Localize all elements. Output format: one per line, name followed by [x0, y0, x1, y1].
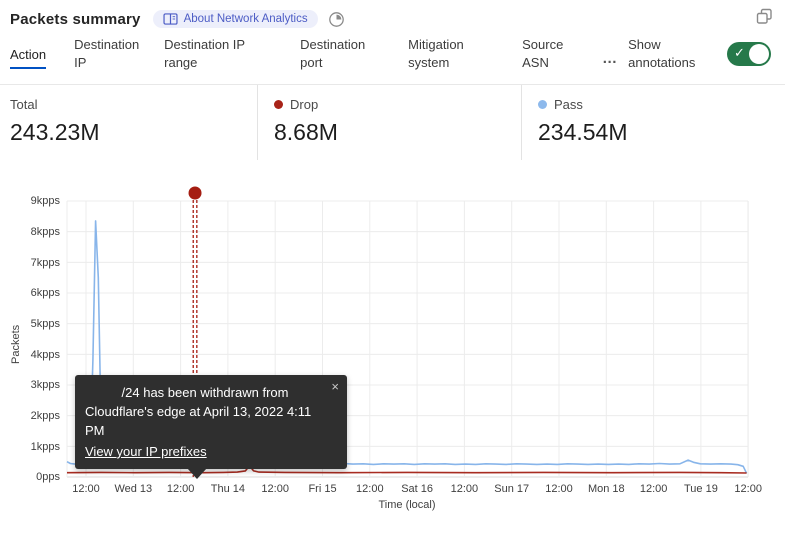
- drop-legend-dot: [274, 100, 283, 110]
- y-tick-label: 6kpps: [30, 287, 60, 300]
- expand-window-icon[interactable]: [756, 8, 773, 30]
- x-tick-label: Wed 13: [114, 483, 153, 496]
- x-tick-label: 12:00: [545, 483, 573, 496]
- time-range-icon[interactable]: [328, 11, 345, 28]
- x-tick-label: Thu 14: [210, 483, 246, 496]
- stats-row: Total 243.23M Drop 8.68M Pass 234.54M: [0, 84, 785, 161]
- header: Packets summary About Network Analytics: [0, 0, 785, 30]
- stat-total-label: Total: [10, 97, 38, 113]
- annotation-tooltip: × /24 has been withdrawn from Cloudflare…: [75, 375, 347, 479]
- check-icon: ✓: [734, 45, 745, 60]
- x-tick-label: Sat 16: [401, 483, 433, 496]
- stat-pass-label: Pass: [538, 97, 785, 112]
- x-tick-label: 12:00: [356, 483, 384, 496]
- x-tick-label: 12:00: [72, 483, 100, 496]
- y-tick-label: 5kpps: [30, 318, 60, 331]
- stat-total-value: 243.23M: [10, 119, 100, 146]
- pass-legend-dot: [538, 100, 547, 110]
- x-axis-title: Time (local): [378, 499, 436, 512]
- tooltip-line1: /24 has been withdrawn from: [121, 385, 289, 401]
- stat-pass-value: 234.54M: [538, 119, 628, 146]
- chart: Packets Time (local) × /24 has been with…: [0, 172, 785, 527]
- show-annotations-label: Show annotations: [628, 37, 696, 71]
- x-tick-label: 12:00: [450, 483, 479, 496]
- x-tick-label: 12:00: [166, 483, 195, 496]
- x-tick-label: 12:00: [261, 483, 289, 496]
- toggle-knob: [749, 44, 769, 64]
- about-network-analytics-badge[interactable]: About Network Analytics: [152, 10, 318, 28]
- y-tick-label: 3kpps: [30, 379, 60, 392]
- y-tick-label: 4kpps: [30, 348, 60, 361]
- tooltip-arrow: [187, 467, 207, 479]
- show-annotations-toggle[interactable]: ✓: [727, 42, 771, 66]
- stat-drop: Drop 8.68M: [257, 85, 521, 161]
- y-tick-label: 2kpps: [30, 410, 60, 423]
- y-axis-title: Packets: [10, 325, 22, 365]
- close-icon[interactable]: ×: [331, 379, 339, 395]
- tab-source-asn[interactable]: Source ASN: [522, 37, 564, 71]
- page-title: Packets summary: [10, 10, 141, 28]
- x-tick-label: Mon 18: [587, 483, 625, 496]
- y-tick-label: 9kpps: [30, 195, 60, 208]
- stat-drop-label: Drop: [274, 97, 521, 112]
- tab-destination-ip[interactable]: Destination IP: [74, 37, 140, 71]
- tab-destination-ip-range[interactable]: Destination IP range: [164, 37, 245, 71]
- badge-label: About Network Analytics: [183, 13, 308, 25]
- chart-svg: [66, 186, 749, 478]
- x-tick-label: 12:00: [639, 483, 668, 496]
- view-ip-prefixes-link[interactable]: View your IP prefixes: [85, 443, 207, 459]
- stat-total: Total 243.23M: [0, 85, 257, 160]
- series-line-drop: [66, 465, 747, 475]
- tab-destination-port[interactable]: Destination port: [300, 37, 366, 71]
- y-tick-label: 8kpps: [30, 226, 60, 239]
- stat-drop-value: 8.68M: [274, 119, 338, 146]
- tooltip-line2: Cloudflare's edge at April 13, 2022 4:11…: [85, 404, 312, 439]
- book-icon: [163, 13, 178, 25]
- tab-mitigation-system[interactable]: Mitigation system: [408, 37, 464, 71]
- tab-action[interactable]: Action: [10, 46, 47, 70]
- x-tick-label: Tue 19: [683, 483, 718, 496]
- x-tick-label: Sun 17: [494, 483, 530, 496]
- stat-pass: Pass 234.54M: [521, 85, 785, 161]
- x-tick-label: Fri 15: [308, 483, 337, 496]
- y-tick-label: 0pps: [36, 471, 60, 484]
- annotation-marker[interactable]: [188, 186, 202, 200]
- y-tick-label: 7kpps: [30, 256, 60, 269]
- y-tick-label: 1kpps: [30, 440, 60, 453]
- more-tabs-icon[interactable]: …: [602, 50, 619, 67]
- dimension-tabs: Action Destination IP Destination IP ran…: [0, 30, 785, 72]
- x-tick-label: 12:00: [734, 483, 762, 496]
